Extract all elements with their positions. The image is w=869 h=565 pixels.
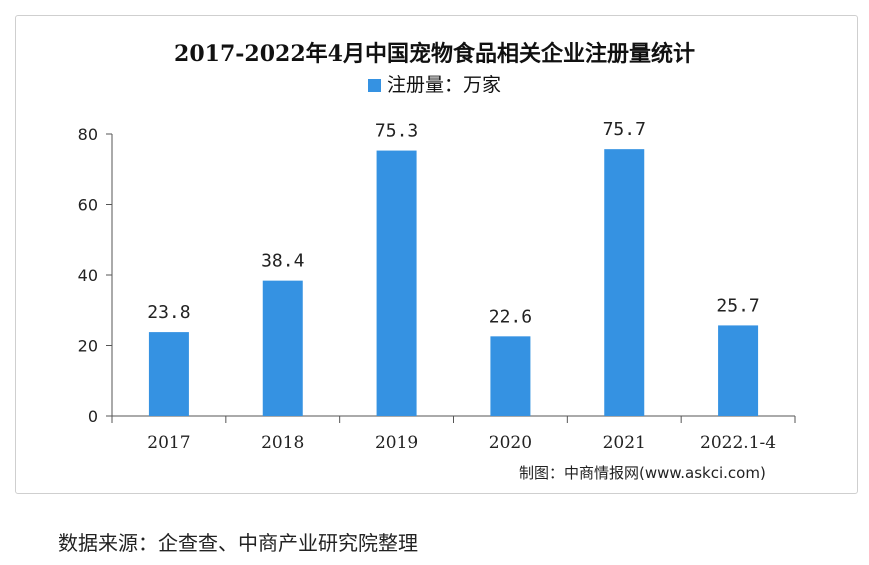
y-tick-label: 60 — [78, 196, 98, 215]
footer-source-text: 数据来源：企查查、中商产业研究院整理 — [58, 531, 418, 555]
x-tick-label: 2021 — [603, 433, 646, 453]
data-label: 75.7 — [603, 119, 646, 140]
bar — [718, 325, 759, 416]
legend-label: 注册量：万家 — [386, 74, 501, 96]
data-label: 25.7 — [716, 295, 759, 316]
chart-bars — [148, 149, 759, 416]
x-tick-label: 2017 — [147, 433, 190, 453]
source-note: 制图：中商情报网(www.askci.com) — [519, 464, 766, 482]
chart-legend: 注册量：万家 — [0, 70, 869, 97]
bar — [376, 150, 417, 416]
y-tick-label: 80 — [78, 125, 98, 144]
chart-axes: 0 20 40 60 80 — [78, 125, 796, 426]
data-label: 38.4 — [261, 251, 304, 272]
x-tick-label: 2018 — [261, 433, 304, 453]
y-tick-label: 40 — [78, 266, 98, 285]
legend-swatch — [367, 79, 381, 92]
data-label: 23.8 — [147, 302, 190, 323]
bar — [604, 149, 645, 416]
y-tick-label: 0 — [88, 407, 98, 426]
x-tick-label: 2022.1-4 — [700, 433, 776, 453]
x-tick-label: 2020 — [489, 433, 532, 453]
data-label: 22.6 — [489, 306, 532, 327]
data-label: 75.3 — [375, 121, 418, 142]
bar — [262, 280, 303, 416]
chart-labels: 23.8 2017 38.4 2018 75.3 2019 22.6 2020 75.7 2021… — [147, 119, 776, 453]
bar — [148, 332, 189, 416]
chart-title: 2017-2022年4月中国宠物食品相关企业注册量统计 — [174, 41, 695, 67]
x-tick-label: 2019 — [375, 433, 418, 453]
y-tick-label: 20 — [78, 337, 98, 356]
bar — [490, 336, 531, 416]
